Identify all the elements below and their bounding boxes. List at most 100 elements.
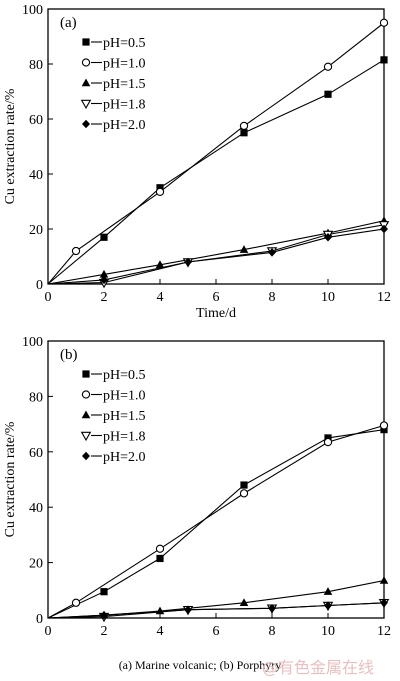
legend-label: pH=2.0 [103, 118, 146, 133]
legend-marker [82, 38, 90, 46]
series-line [47, 429, 385, 619]
series-line [47, 602, 385, 619]
series-pH=1.0 [47, 421, 389, 619]
data-point [380, 224, 388, 234]
x-tick-label: 6 [213, 290, 220, 305]
y-tick-label: 100 [22, 335, 43, 350]
series-pH=2.0 [47, 224, 388, 285]
data-point [99, 269, 109, 278]
legend-label: pH=0.5 [103, 36, 146, 51]
data-point [156, 554, 164, 563]
series-line [47, 59, 385, 285]
data-point [324, 434, 332, 442]
series-line [47, 224, 385, 285]
data-point [323, 587, 333, 595]
y-tick-label: 100 [22, 3, 43, 18]
data-point [240, 129, 248, 137]
panel-label: (a) [60, 15, 77, 31]
x-tick-label: 10 [321, 290, 335, 305]
data-point [324, 233, 332, 242]
data-point [100, 275, 108, 285]
legend-marker [82, 119, 90, 129]
panel-label: (b) [60, 347, 78, 363]
x-tick-label: 8 [269, 290, 276, 305]
data-point [155, 544, 165, 553]
y-tick-label: 80 [29, 390, 43, 405]
legend-label: pH=1.8 [103, 430, 146, 445]
plot-frame [47, 340, 385, 619]
legend-marker [80, 99, 92, 110]
data-point [379, 421, 389, 430]
data-point [239, 245, 249, 253]
data-point [240, 481, 248, 489]
data-point [100, 233, 108, 241]
series-pH=1.5 [47, 576, 389, 619]
data-point [379, 576, 389, 584]
data-point [155, 260, 165, 268]
series-pH=2.0 [47, 598, 388, 620]
y-tick-label: 60 [29, 113, 43, 128]
series-pH=1.0 [47, 18, 389, 285]
legend-marker [81, 78, 91, 87]
y-tick-label: 80 [29, 58, 43, 73]
series-line [47, 424, 385, 619]
data-point [239, 489, 249, 498]
legend-label: pH=1.5 [103, 77, 146, 92]
data-point [268, 604, 276, 613]
data-point [155, 187, 165, 197]
watermark: @有色金属在线 [262, 658, 375, 677]
series-line [47, 22, 385, 285]
data-point [71, 246, 81, 256]
y-axis-title: Cu extraction rate/% [3, 88, 18, 204]
x-tick-label: 8 [269, 624, 276, 639]
data-point [323, 62, 333, 71]
legend-label: pH=1.5 [103, 409, 146, 424]
y-axis-title: Cu extraction rate/% [3, 421, 18, 537]
y-tick-label: 20 [29, 557, 43, 572]
x-axis-title: Time/d [196, 306, 236, 321]
data-point [324, 601, 332, 610]
x-tick-label: 2 [101, 624, 108, 639]
series-line [47, 580, 385, 619]
y-tick-label: 40 [29, 168, 43, 183]
series-line [47, 220, 385, 285]
figure-caption: (a) Marine volcanic; (b) Porphyry [118, 658, 282, 672]
x-tick-label: 10 [321, 624, 335, 639]
data-point [184, 605, 192, 614]
data-point [239, 598, 249, 606]
legend-label: pH=0.5 [103, 368, 146, 383]
legend-marker [82, 451, 90, 461]
x-tick-label: 4 [157, 290, 164, 305]
y-tick-label: 0 [36, 278, 43, 293]
x-tick-label: 2 [101, 290, 108, 305]
chart-panel-2: 0 2 4 6 8 10 12 0 20 40 60 80 100 Cu extraction rate/… [3, 335, 391, 639]
legend: pH=0.5 pH=1.0 pH=1.5 pH=1.8 pH=2.0 [80, 36, 146, 133]
y-tick-label: 60 [29, 446, 43, 461]
data-point [324, 90, 332, 98]
legend-label: pH=1.0 [103, 57, 146, 72]
series-pH=0.5 [47, 426, 388, 619]
legend-label: pH=1.8 [103, 98, 146, 113]
y-tick-label: 0 [36, 612, 43, 627]
data-point [100, 588, 108, 596]
data-point [100, 611, 108, 620]
legend-marker [80, 431, 92, 442]
y-tick-label: 20 [29, 223, 43, 238]
x-tick-label: 0 [45, 624, 52, 639]
x-tick-label: 12 [377, 624, 391, 639]
data-point [380, 426, 388, 434]
legend: pH=0.5 pH=1.0 pH=1.5 pH=1.8 pH=2.0 [80, 368, 146, 465]
x-tick-label: 0 [45, 290, 52, 305]
legend-marker [82, 370, 90, 378]
series-pH=1.5 [47, 216, 389, 285]
x-tick-label: 4 [157, 624, 164, 639]
legend-marker [81, 410, 91, 419]
series-line [47, 228, 385, 285]
data-point [380, 56, 388, 64]
data-point [268, 248, 276, 257]
data-point [239, 121, 249, 131]
legend-label: pH=1.0 [103, 389, 146, 404]
legend-marker [81, 58, 91, 67]
data-point [323, 437, 333, 447]
